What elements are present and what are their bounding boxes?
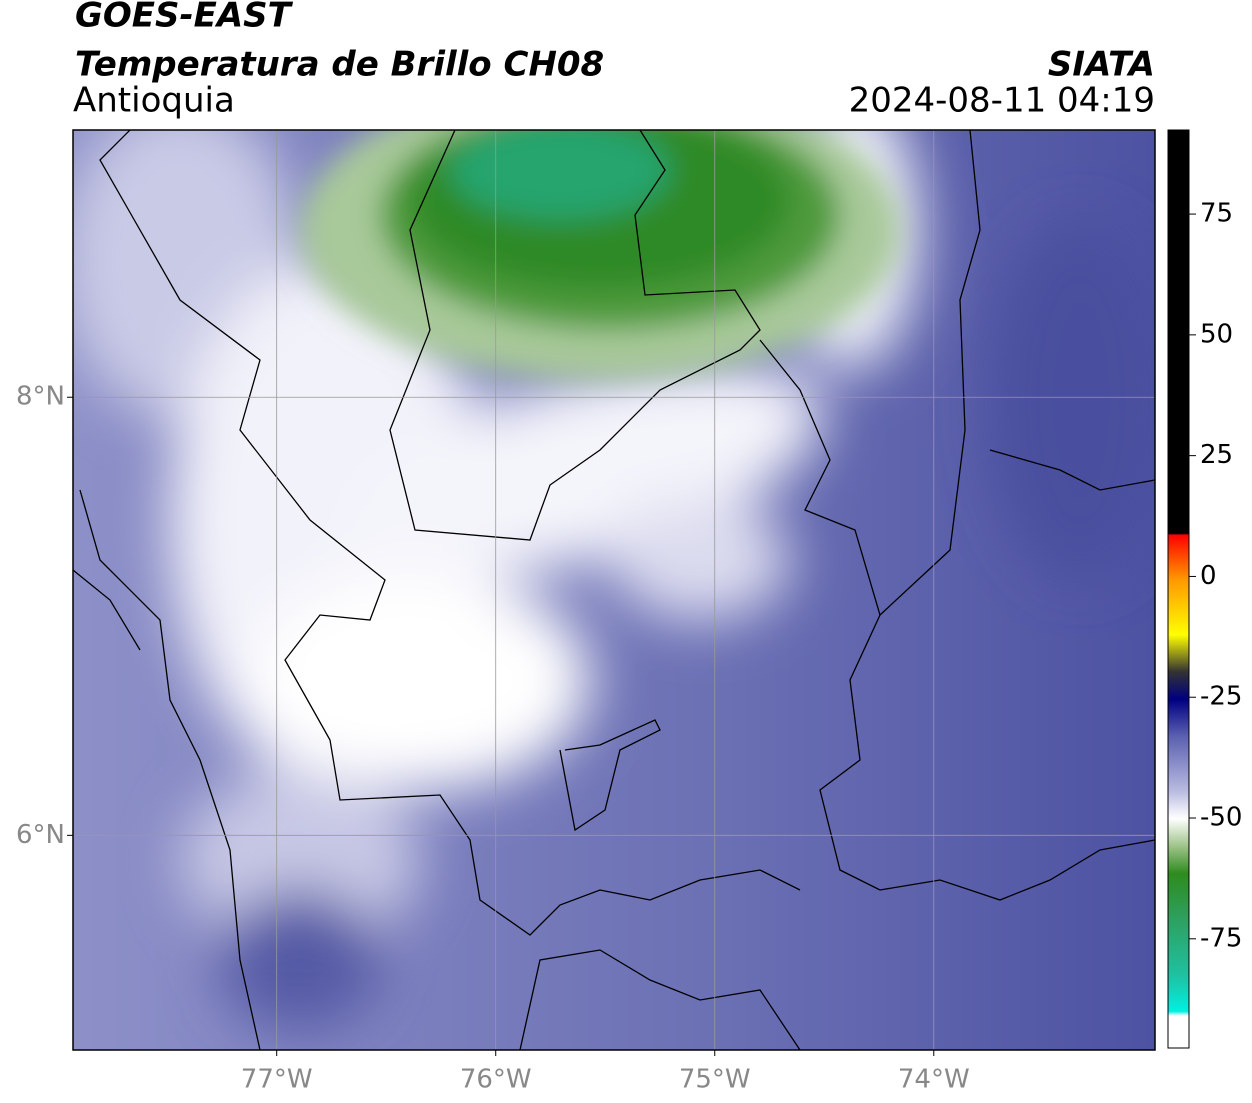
colorbar-tick-label: 25 bbox=[1200, 440, 1233, 470]
colorbar-tick-label: -50 bbox=[1200, 803, 1242, 833]
colorbar-tick-label: 75 bbox=[1200, 199, 1233, 229]
datetime: 2024-08-11 04:19 bbox=[849, 81, 1155, 121]
satellite-image bbox=[73, 130, 1155, 1050]
subtitle: Temperatura de Brillo CH08 bbox=[75, 45, 604, 85]
lon-tick-label: 74°W bbox=[898, 1065, 970, 1095]
source: SIATA bbox=[1048, 45, 1155, 85]
lon-tick-label: 76°W bbox=[460, 1065, 532, 1095]
title: GOES-EAST bbox=[75, 0, 294, 36]
lat-tick-label: 8°N bbox=[16, 382, 65, 412]
lon-tick-label: 77°W bbox=[241, 1065, 313, 1095]
colorbar-tick-label: -25 bbox=[1200, 682, 1242, 712]
colorbar-tick-label: -75 bbox=[1200, 923, 1242, 953]
lon-tick-label: 75°W bbox=[679, 1065, 751, 1095]
colorbar-tick-label: 0 bbox=[1200, 561, 1217, 591]
colorbar-tick-label: 50 bbox=[1200, 319, 1233, 349]
region: Antioquia bbox=[73, 81, 235, 121]
map-frame bbox=[72, 129, 1156, 1051]
graticule bbox=[73, 130, 1155, 1050]
colorbar bbox=[1167, 129, 1190, 1049]
lat-tick-label: 6°N bbox=[16, 820, 65, 850]
